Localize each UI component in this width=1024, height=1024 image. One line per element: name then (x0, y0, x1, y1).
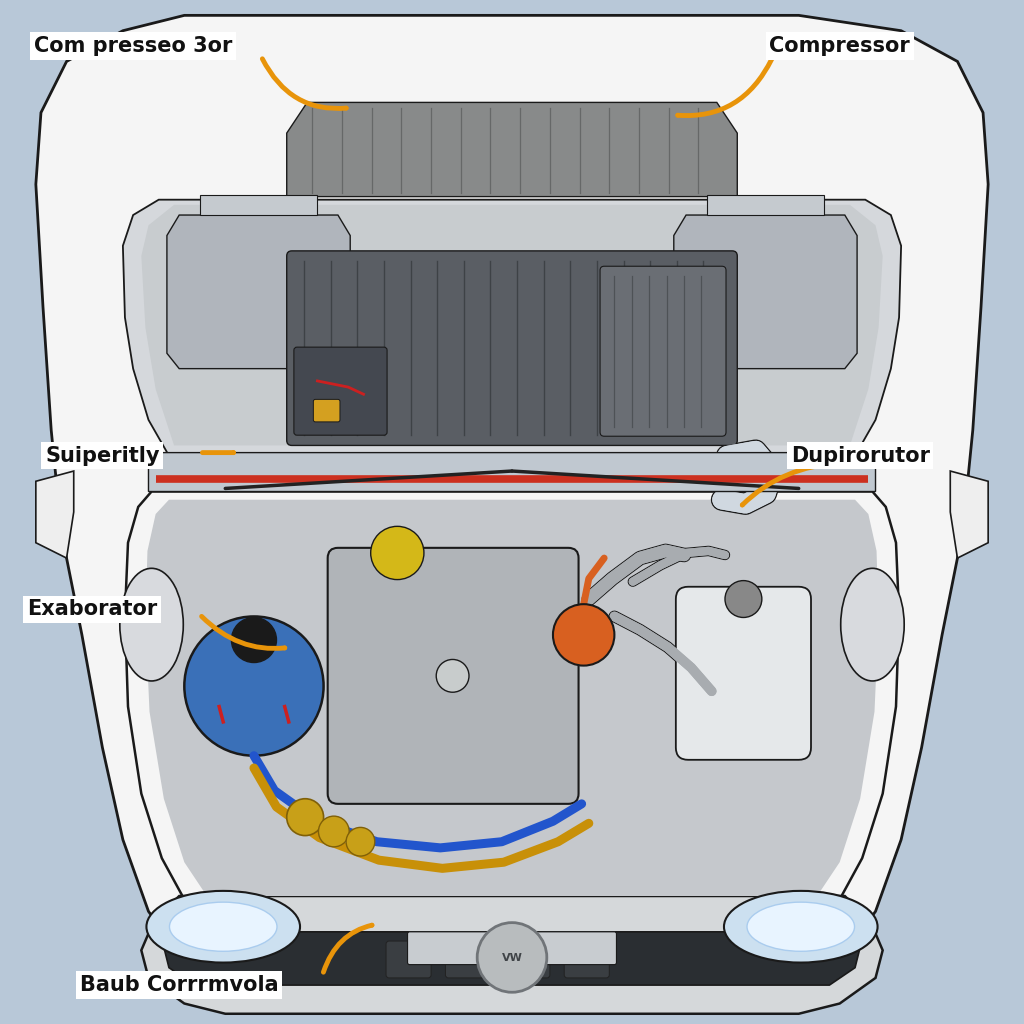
FancyArrowPatch shape (202, 616, 285, 648)
Text: Compressor: Compressor (769, 36, 910, 56)
Polygon shape (167, 215, 350, 369)
Polygon shape (164, 932, 860, 985)
Ellipse shape (169, 902, 276, 951)
FancyArrowPatch shape (678, 58, 772, 116)
Circle shape (436, 659, 469, 692)
Polygon shape (141, 896, 883, 1014)
FancyBboxPatch shape (408, 932, 616, 965)
FancyBboxPatch shape (600, 266, 726, 436)
FancyBboxPatch shape (294, 347, 387, 435)
FancyArrowPatch shape (742, 463, 842, 505)
FancyArrowPatch shape (324, 925, 372, 972)
Text: Dupirorutor: Dupirorutor (791, 445, 930, 466)
Circle shape (318, 816, 349, 847)
FancyBboxPatch shape (676, 587, 811, 760)
Polygon shape (148, 453, 876, 492)
FancyArrowPatch shape (262, 58, 346, 109)
Polygon shape (287, 102, 737, 197)
Circle shape (553, 604, 614, 666)
FancyBboxPatch shape (445, 941, 490, 978)
Polygon shape (200, 195, 317, 215)
Text: Baub Corrrmvola: Baub Corrrmvola (80, 975, 279, 995)
FancyBboxPatch shape (505, 941, 550, 978)
FancyBboxPatch shape (386, 941, 431, 978)
Polygon shape (384, 256, 640, 374)
Circle shape (287, 799, 324, 836)
Ellipse shape (748, 902, 855, 951)
Polygon shape (36, 15, 988, 1012)
Ellipse shape (841, 568, 904, 681)
FancyBboxPatch shape (287, 251, 737, 445)
Polygon shape (674, 215, 857, 369)
Text: IIIIIII: IIIIIII (505, 945, 519, 951)
Ellipse shape (120, 568, 183, 681)
Polygon shape (707, 195, 824, 215)
Polygon shape (950, 471, 988, 558)
Circle shape (477, 923, 547, 992)
Text: VW: VW (502, 953, 522, 964)
FancyBboxPatch shape (313, 399, 340, 422)
Circle shape (725, 581, 762, 617)
Polygon shape (123, 200, 901, 456)
Circle shape (346, 827, 375, 856)
Text: Exaborator: Exaborator (27, 599, 158, 620)
FancyBboxPatch shape (564, 941, 609, 978)
Ellipse shape (146, 891, 300, 963)
Text: Com presseo 3or: Com presseo 3or (34, 36, 232, 56)
Circle shape (231, 617, 276, 663)
Polygon shape (36, 471, 74, 558)
Polygon shape (141, 205, 883, 445)
Circle shape (184, 616, 324, 756)
Polygon shape (125, 492, 899, 903)
Text: Suiperitly: Suiperitly (45, 445, 160, 466)
Circle shape (371, 526, 424, 580)
Polygon shape (145, 500, 879, 896)
Ellipse shape (724, 891, 878, 963)
FancyBboxPatch shape (328, 548, 579, 804)
